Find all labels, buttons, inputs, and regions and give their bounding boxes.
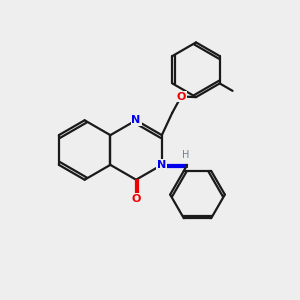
Text: N: N xyxy=(131,115,141,125)
Text: H: H xyxy=(182,150,189,160)
Text: O: O xyxy=(176,92,186,101)
Text: N: N xyxy=(157,160,167,170)
Text: O: O xyxy=(131,194,141,204)
